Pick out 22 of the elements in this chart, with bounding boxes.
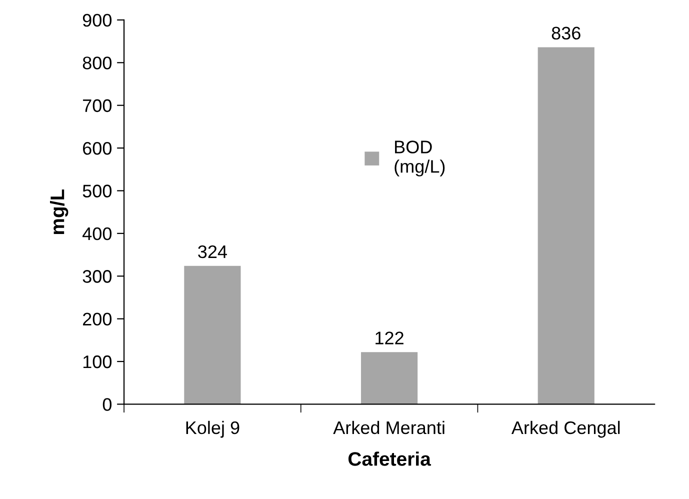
data-label: 324 [198,245,227,258]
bar [538,47,594,404]
x-axis-title: Cafeteria [348,452,432,466]
bar [184,266,241,404]
y-tick-label: 600 [83,142,112,155]
y-tick-label: 900 [82,14,112,27]
y-tick-label: 300 [82,270,112,283]
y-tick-label: 100 [83,355,112,368]
y-tick-label: 0 [102,398,112,411]
y-tick-label: 200 [83,312,112,326]
bar [360,352,418,404]
y-tick-label: 500 [82,184,112,198]
x-tick-label: Kolej 9 [186,420,240,438]
x-tick-label: Arked Meranti [333,420,444,434]
legend-label: BOD (mg/L) [394,140,445,176]
y-tick-label: 400 [82,227,112,240]
data-label: 122 [376,332,404,344]
data-label: 836 [552,26,580,40]
y-tick-label: 700 [83,99,112,112]
y-tick-label: 800 [82,56,112,70]
y-axis-title: mg/L [50,189,68,234]
x-tick-label: Arked Cengal [511,420,620,438]
